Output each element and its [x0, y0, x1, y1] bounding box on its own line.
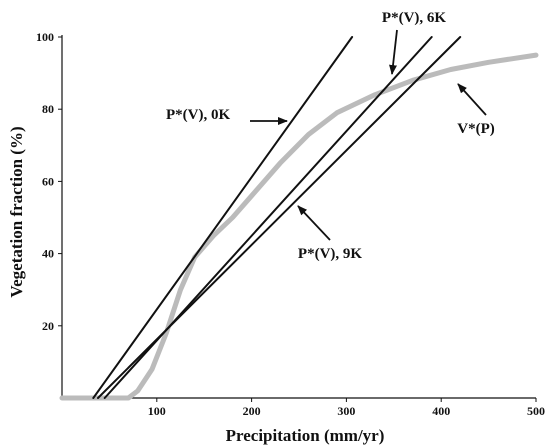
x-tick-label: 400 [432, 404, 450, 418]
annotation-v-star-p-label: V*(P) [457, 121, 495, 137]
series-layer [59, 36, 539, 401]
series-v-star-p-curve [59, 52, 539, 401]
y-tick-label: 40 [42, 247, 54, 261]
y-axis-title: Vegetation fraction (%) [7, 126, 26, 297]
annotation-0k-label: P*(V), 0K [166, 107, 230, 123]
annotation-v-star-p-arrow [457, 83, 487, 116]
x-axis-title: Precipitation (mm/yr) [226, 426, 385, 445]
y-tick-label: 80 [42, 102, 54, 116]
x-tick-label: 200 [243, 404, 261, 418]
annotation-9k-label: P*(V), 9K [298, 246, 362, 262]
annotation-layer: P*(V), 0K P*(V), 6K P*(V), 9K V*(P) [166, 10, 495, 262]
axes: 100 200 300 400 500 20 40 60 80 100 [36, 30, 545, 418]
annotation-6k-arrow [389, 29, 398, 75]
series-line-6k [103, 36, 433, 399]
series-line-9k [97, 36, 462, 399]
x-tick-label: 500 [527, 404, 545, 418]
annotation-6k-label: P*(V), 6K [382, 10, 446, 26]
x-tick-label: 100 [148, 404, 166, 418]
series-line-0k [92, 36, 354, 399]
y-tick-label: 100 [36, 30, 54, 44]
y-tick-label: 20 [42, 319, 54, 333]
y-tick-label: 60 [42, 174, 54, 188]
x-tick-label: 300 [337, 404, 355, 418]
annotation-9k-arrow [297, 205, 331, 241]
